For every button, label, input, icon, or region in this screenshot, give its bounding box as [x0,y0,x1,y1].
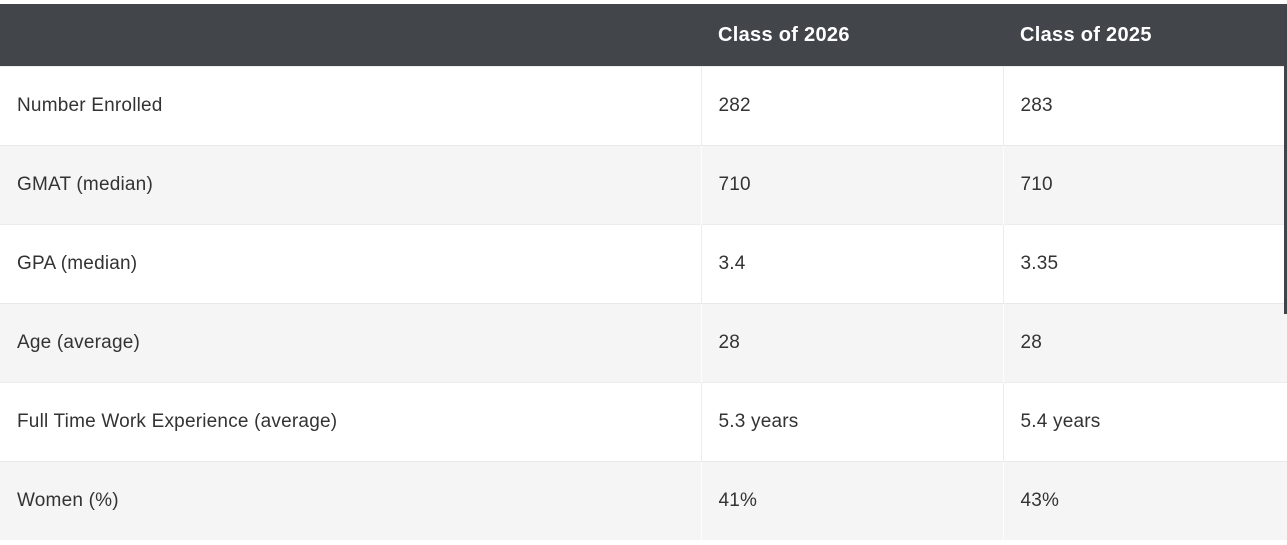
row-label: Full Time Work Experience (average) [0,382,701,462]
value-cell-2026: 282 [700,66,1003,146]
row-label: Age (average) [0,303,701,383]
value-cell-2026: 5.3 years [700,382,1003,462]
table-row: Age (average) 28 28 [0,303,1287,383]
right-edge-line [1284,8,1287,314]
value-cell-2026: 41% [700,461,1003,540]
column-header-class-of-2025: Class of 2025 [1003,4,1287,67]
row-label: GMAT (median) [0,145,701,225]
value-cell-2025: 5.4 years [1002,382,1287,462]
header-spacer [0,4,701,67]
value-cell-2025: 43% [1002,461,1287,540]
row-label: Women (%) [0,461,701,540]
table-row: GPA (median) 3.4 3.35 [0,224,1287,304]
column-header-class-of-2026: Class of 2026 [701,4,1003,67]
row-label: GPA (median) [0,224,701,304]
table-row: Full Time Work Experience (average) 5.3 … [0,382,1287,462]
value-cell-2026: 710 [700,145,1003,225]
row-label: Number Enrolled [0,66,701,146]
value-cell-2026: 28 [700,303,1003,383]
class-profile-table: Class of 2026 Class of 2025 Number Enrol… [0,4,1287,540]
value-cell-2025: 28 [1002,303,1287,383]
table-row: Women (%) 41% 43% [0,461,1287,540]
value-cell-2025: 3.35 [1002,224,1287,304]
table-row: GMAT (median) 710 710 [0,145,1287,225]
table-row: Number Enrolled 282 283 [0,66,1287,146]
value-cell-2025: 283 [1002,66,1287,146]
header-row: Class of 2026 Class of 2025 [0,4,1287,67]
value-cell-2025: 710 [1002,145,1287,225]
value-cell-2026: 3.4 [700,224,1003,304]
